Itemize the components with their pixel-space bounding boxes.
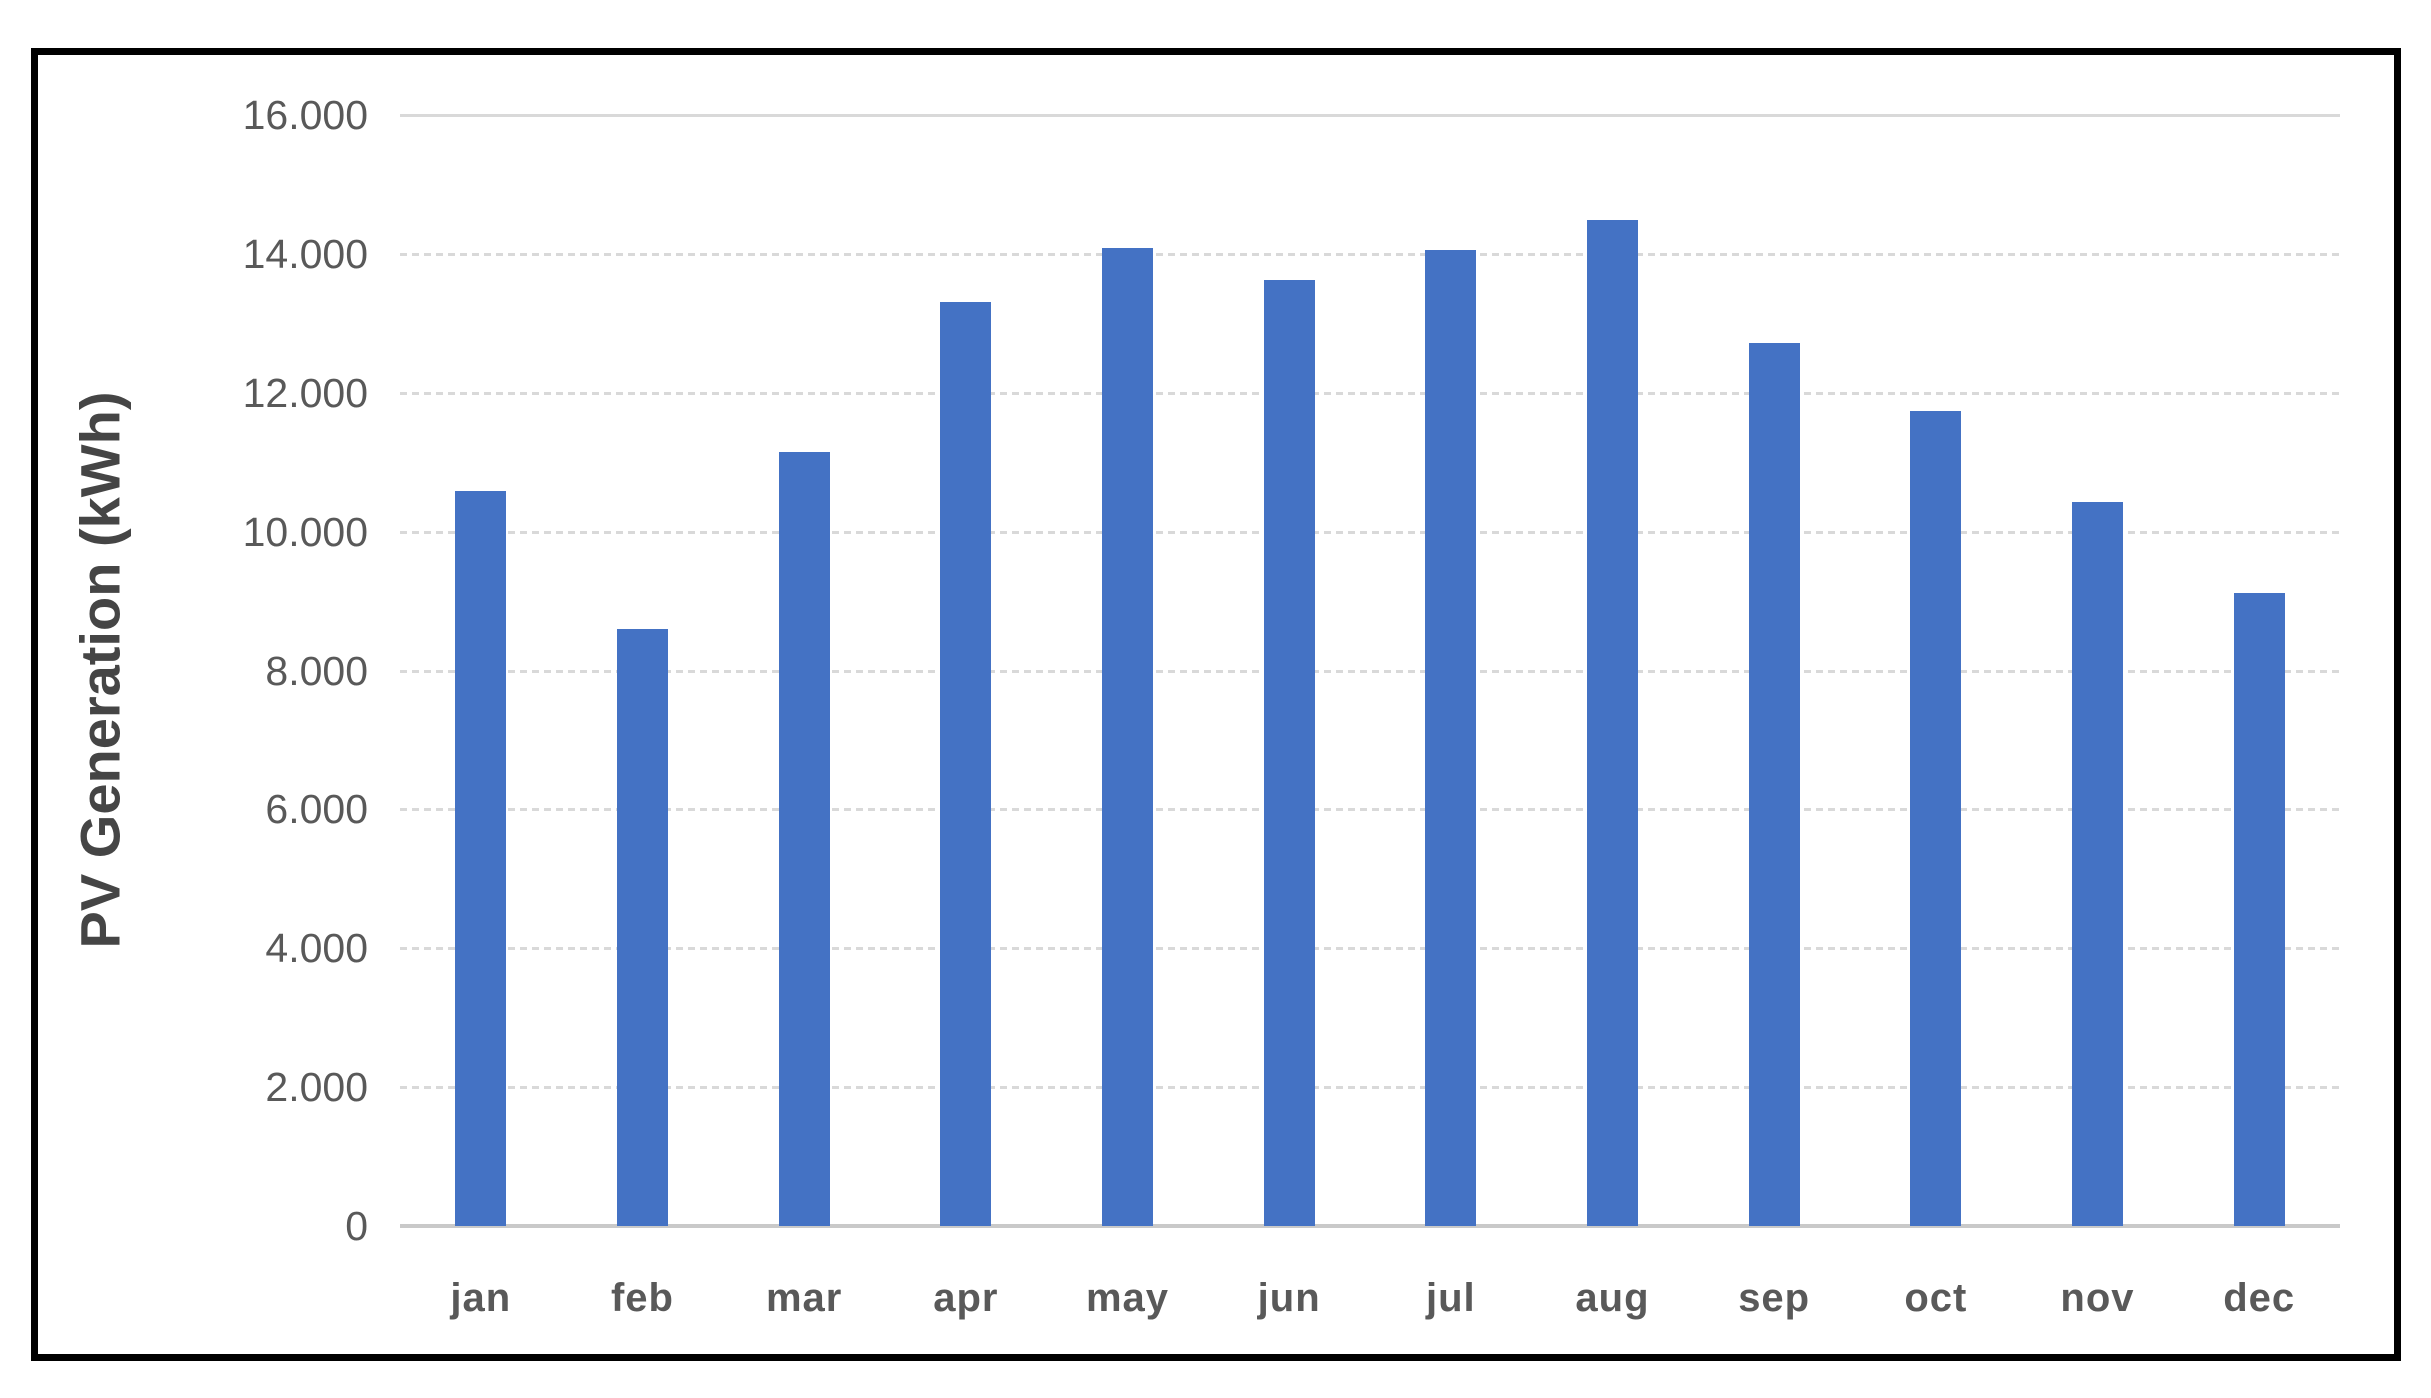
- x-tick-label-dec: dec: [2223, 1276, 2296, 1320]
- x-axis-line: [400, 1224, 2340, 1228]
- y-tick-label: 2.000: [265, 1064, 368, 1111]
- gridline: [400, 1086, 2340, 1090]
- gridline: [400, 114, 2340, 117]
- bar-nov: [2072, 501, 2123, 1226]
- x-tick-label-jan: jan: [450, 1276, 512, 1320]
- bar-aug: [1587, 219, 1638, 1226]
- bar-dec: [2233, 592, 2285, 1226]
- bar-apr: [940, 301, 992, 1226]
- bar-sep: [1748, 343, 1800, 1226]
- gridline: [400, 252, 2340, 256]
- x-tick-label-jun: jun: [1257, 1276, 1321, 1320]
- x-tick-label-oct: oct: [1904, 1276, 1968, 1320]
- x-tick-label-feb: feb: [610, 1276, 674, 1320]
- y-tick-label: 10.000: [242, 508, 368, 555]
- y-tick-label: 6.000: [265, 786, 368, 833]
- bar-feb: [617, 628, 668, 1226]
- bar-jul: [1425, 249, 1477, 1226]
- gridline: [400, 669, 2340, 673]
- bar-jan: [455, 490, 507, 1226]
- x-tick-label-apr: apr: [933, 1276, 999, 1320]
- gridline: [400, 391, 2340, 395]
- chart-frame: [31, 48, 2401, 1361]
- plot-area: 0 2.000 4.000 6.000 8.000 10.000 12.000 14.000 1…: [243, 92, 2340, 1320]
- y-tick-label: 14.000: [242, 230, 368, 277]
- bar-jun: [1263, 279, 1315, 1226]
- x-tick-label-may: may: [1085, 1276, 1170, 1320]
- x-tick-label-mar: mar: [765, 1276, 843, 1320]
- y-tick-label: 16.000: [242, 92, 368, 138]
- y-axis-title: PV Generation (kWh): [68, 391, 132, 949]
- y-tick-label: 0: [345, 1203, 368, 1249]
- y-tick-label: 4.000: [265, 925, 368, 972]
- bar-oct: [1910, 410, 1962, 1226]
- x-tick-label-nov: nov: [2060, 1276, 2135, 1320]
- gridline: [400, 947, 2340, 951]
- gridline: [400, 808, 2340, 812]
- bar-may: [1102, 248, 1153, 1226]
- gridline: [400, 530, 2340, 534]
- bar-mar: [778, 451, 830, 1226]
- x-tick-label-aug: aug: [1575, 1276, 1650, 1320]
- x-tick-label-sep: sep: [1738, 1276, 1811, 1320]
- y-tick-label: 8.000: [265, 647, 368, 694]
- y-tick-label: 12.000: [242, 369, 368, 416]
- x-tick-label-jul: jul: [1425, 1276, 1476, 1320]
